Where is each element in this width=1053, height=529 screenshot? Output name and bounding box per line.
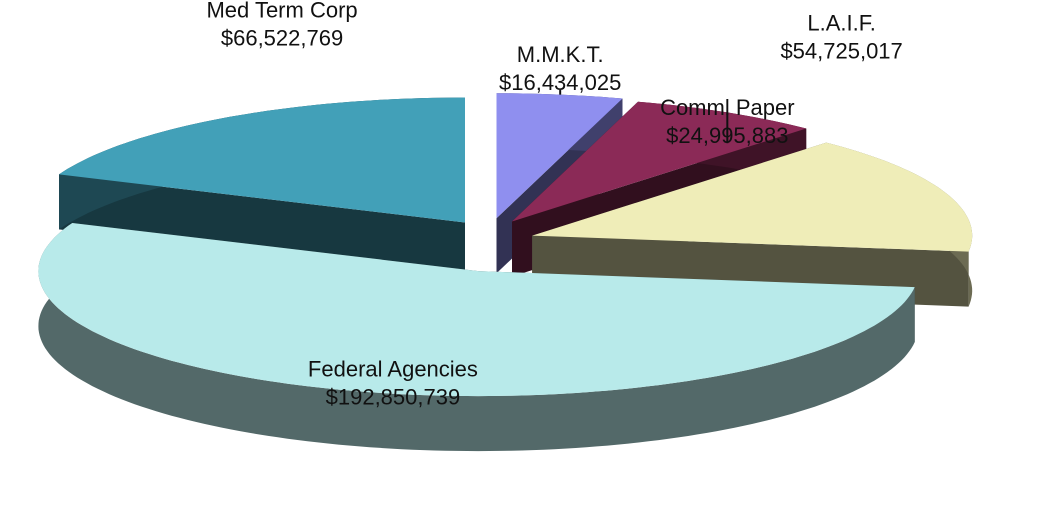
slice-name: M.M.K.T. bbox=[517, 42, 604, 67]
slice-name: Federal Agencies bbox=[308, 357, 478, 382]
slice-label: Federal Agencies $192,850,739 bbox=[308, 357, 478, 410]
slice-name: L.A.I.F. bbox=[807, 11, 875, 36]
slice-value: $66,522,769 bbox=[221, 26, 343, 51]
slice-value: $192,850,739 bbox=[326, 385, 461, 410]
slice-side bbox=[38, 223, 915, 452]
slice bbox=[59, 97, 465, 223]
slice-value: $24,995,883 bbox=[666, 123, 788, 148]
slice bbox=[512, 101, 807, 222]
slice bbox=[532, 142, 973, 252]
slice bbox=[38, 223, 915, 397]
slice-name: Med Term Corp bbox=[206, 0, 357, 23]
slice-label: Med Term Corp $66,522,769 bbox=[206, 0, 357, 51]
slice-wall bbox=[59, 174, 465, 278]
slice bbox=[496, 93, 623, 219]
slice-label: M.M.K.T. $16,434,025 bbox=[499, 42, 621, 95]
slice-value: $16,434,025 bbox=[499, 70, 621, 95]
slice-value: $54,725,017 bbox=[780, 39, 902, 64]
slice-label: Comml Paper $24,995,883 bbox=[660, 95, 794, 148]
slice-name: Comml Paper bbox=[660, 95, 794, 120]
slice-label: L.A.I.F. $54,725,017 bbox=[780, 11, 902, 64]
